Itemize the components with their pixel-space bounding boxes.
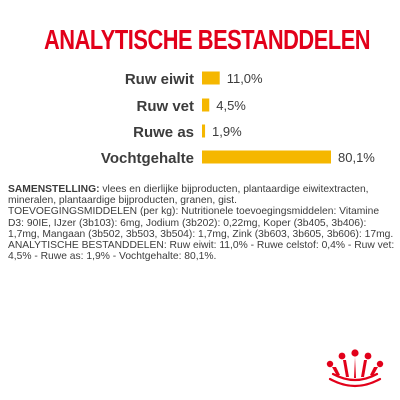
composition-paragraph: SAMENSTELLING: vlees en dierlijke bijpro… <box>8 184 396 206</box>
additives-heading: TOEVOEGINGSMIDDELEN <box>8 206 138 218</box>
value-label: 11,0% <box>227 71 263 86</box>
analytical-heading: ANALYTISCHE BESTANDDELEN <box>8 240 164 252</box>
analytical-paragraph: ANALYTISCHE BESTANDDELEN: Ruw eiwit: 11,… <box>8 240 396 262</box>
category-label: Ruw vet <box>136 98 194 115</box>
bar <box>202 150 331 164</box>
bar <box>202 124 206 138</box>
category-label: Ruw eiwit <box>125 71 194 88</box>
analytical-text: : Ruw eiwit: 11,0% - Ruwe celstof: 0,4% … <box>8 240 395 263</box>
value-label: 4,5% <box>216 98 246 113</box>
composition-block: SAMENSTELLING: vlees en dierlijke bijpro… <box>8 184 396 262</box>
royal-canin-crown-logo-icon <box>326 349 384 388</box>
value-label: 1,9% <box>212 124 242 139</box>
bar <box>202 98 210 112</box>
composition-heading: SAMENSTELLING: <box>8 184 100 195</box>
nutrient-bar-chart: Ruw eiwit 11,0% Ruw vet 4,5% Ruwe as 1,9% Voch… <box>101 71 375 167</box>
composition-text: vlees en dierlijke bijproducten, plantaa… <box>8 184 369 207</box>
page-title: ANALYTISCHE BESTANDDELEN <box>44 24 371 55</box>
bar <box>202 71 220 85</box>
value-label: 80,1% <box>338 150 375 165</box>
additives-paragraph: TOEVOEGINGSMIDDELEN (per kg): Nutritione… <box>8 206 396 240</box>
category-label: Ruwe as <box>133 124 194 141</box>
additives-text: (per kg): Nutritionele toevoegingsmiddel… <box>8 206 394 240</box>
category-label: Vochtgehalte <box>101 150 194 167</box>
